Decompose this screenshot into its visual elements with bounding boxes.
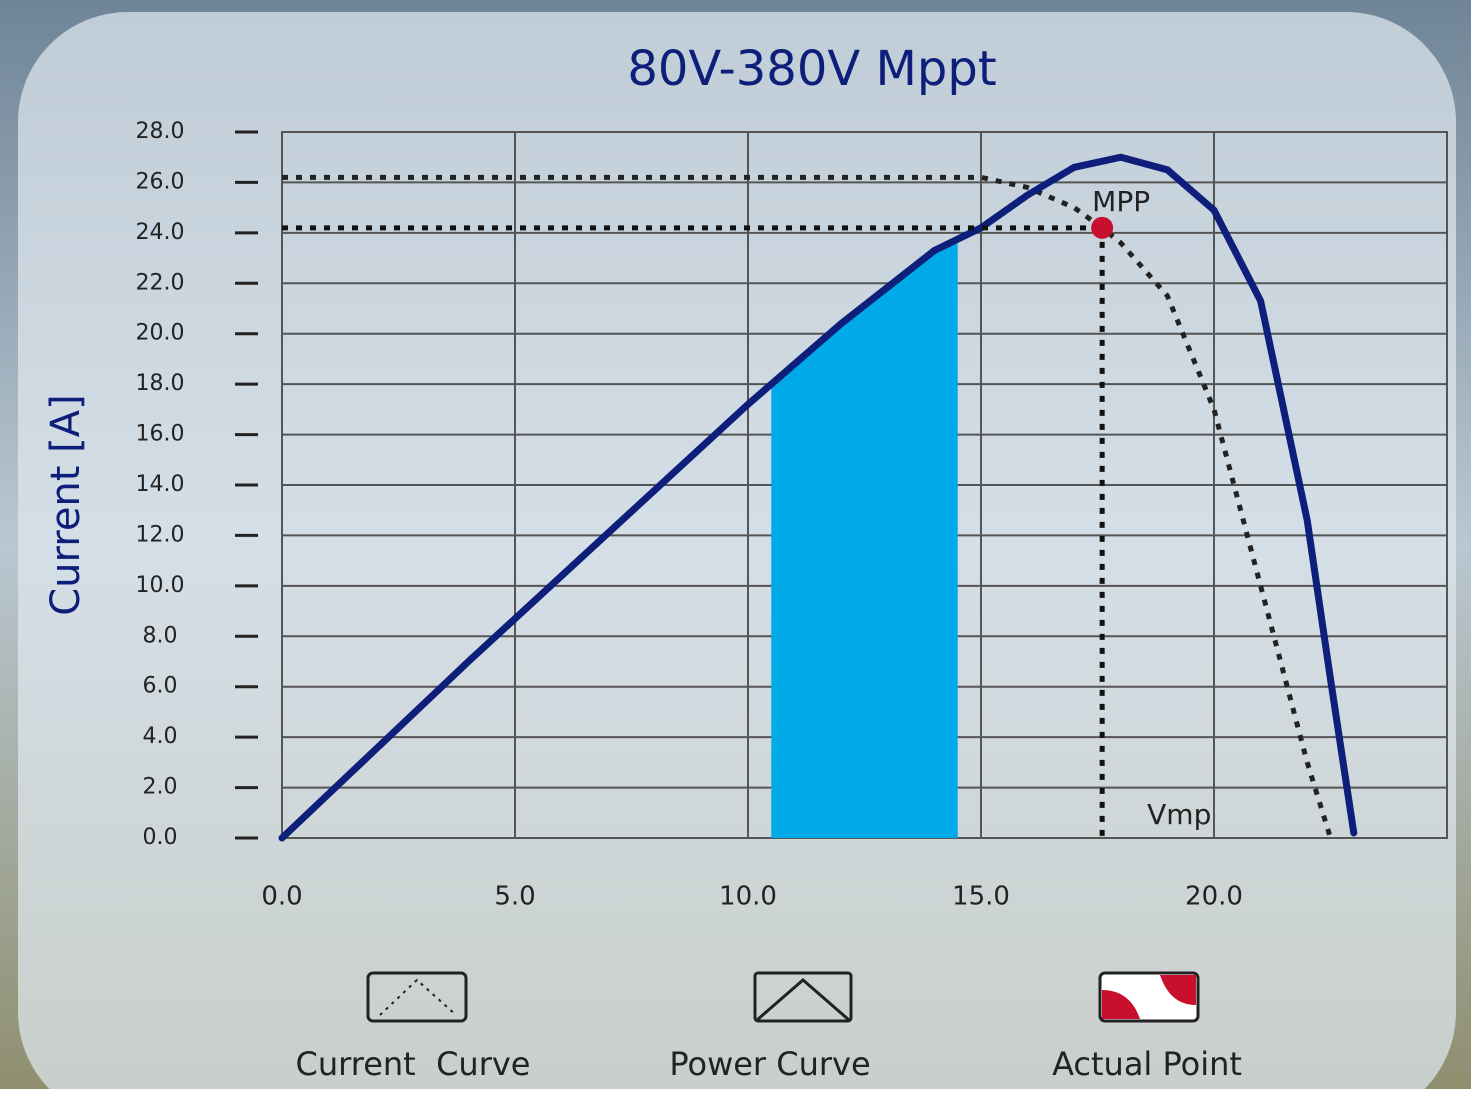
legend-label: Current Curve: [296, 1045, 531, 1083]
legend-label: Power Curve: [669, 1045, 870, 1083]
y-tick-label: 28.0: [136, 119, 185, 144]
y-tick-label: 8.0: [143, 623, 178, 648]
y-tick-label: 4.0: [143, 724, 178, 749]
y-tick-label: 12.0: [136, 522, 185, 547]
y-tick-label: 20.0: [136, 321, 185, 346]
y-tick-label: 26.0: [136, 169, 185, 194]
y-tick-label: 24.0: [136, 220, 185, 245]
page: 80V-380V Mppt Current [A] 0.0 2.0 4.0 6.0 8.…: [0, 0, 1471, 1089]
chart-title: 80V-380V Mppt: [627, 41, 996, 97]
actual-point: [1091, 217, 1113, 239]
y-tick-label: 14.0: [136, 472, 185, 497]
legend-label: Actual Point: [1052, 1045, 1242, 1083]
x-tick-label: 5.0: [494, 882, 535, 912]
y-tick-label: 16.0: [136, 422, 185, 447]
x-tick-label: 20.0: [1185, 882, 1243, 912]
y-tick-label: 2.0: [143, 775, 178, 800]
annotation: Vmp: [1147, 798, 1211, 831]
annotation: MPP: [1092, 185, 1150, 218]
y-tick-label: 18.0: [136, 371, 185, 396]
y-tick-label: 6.0: [143, 674, 178, 699]
y-tick-label: 0.0: [143, 825, 178, 850]
chart: 80V-380V Mppt Current [A] 0.0 2.0 4.0 6.0 8.…: [0, 0, 1471, 1089]
panel: [18, 12, 1456, 1089]
x-tick-label: 15.0: [952, 882, 1010, 912]
x-tick-label: 10.0: [719, 882, 777, 912]
x-tick-label: 0.0: [261, 882, 302, 912]
y-axis-label: Current [A]: [43, 394, 89, 616]
y-tick-label: 22.0: [136, 270, 185, 295]
y-tick-label: 10.0: [136, 573, 185, 598]
